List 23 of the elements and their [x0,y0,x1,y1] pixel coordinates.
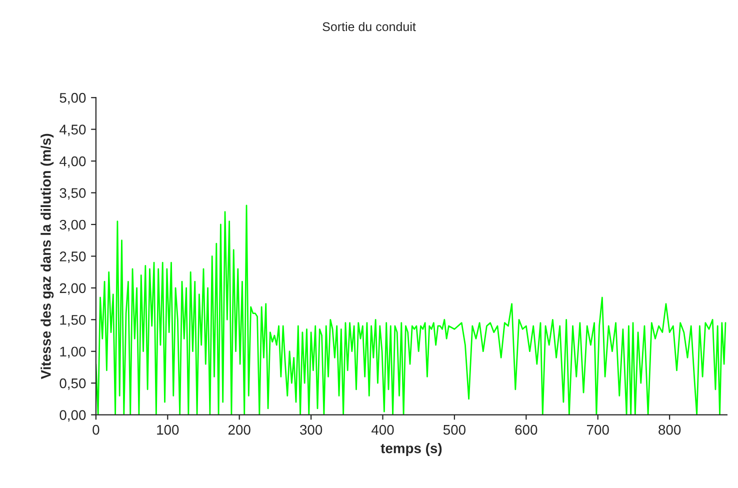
y-tick-label: 0,00 [60,410,86,422]
y-tick-label: 4,50 [60,124,86,136]
x-tick-label: 300 [300,424,322,435]
y-tick-label: 2,50 [60,252,86,264]
y-tick-label: 0,50 [60,378,86,390]
y-tick-label: 4,00 [60,156,86,168]
y-tick-label: 3,00 [60,220,86,232]
x-tick-label: 200 [228,424,250,435]
x-tick-label: 800 [658,424,681,435]
y-tick-label: 5,00 [60,92,86,104]
chart-title: Sortie du conduit [322,22,416,32]
x-tick-label: 400 [371,424,394,435]
x-tick-label: 100 [157,424,179,435]
y-tick-label: 1,00 [60,346,86,358]
y-tick-label: 3,50 [60,188,86,200]
x-tick-label: 0 [92,424,100,435]
x-axis-title: temps (s) [380,443,442,456]
x-tick-label: 500 [443,424,466,435]
y-tick-label: 1,50 [60,314,86,326]
y-axis-title: Vitesse des gaz dans la dilution (m/s) [40,134,54,380]
y-tick-label: 2,00 [60,283,86,295]
x-tick-label: 700 [586,424,609,435]
x-tick-label: 600 [515,424,538,435]
